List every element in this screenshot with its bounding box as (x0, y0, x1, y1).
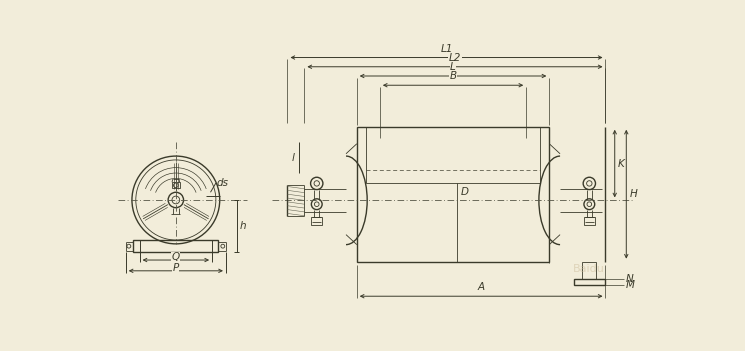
Bar (584, 217, 595, 225)
Text: Baidu: Baidu (572, 264, 604, 274)
Text: P: P (173, 263, 179, 273)
Bar (574, 278, 605, 285)
Text: Q: Q (172, 252, 180, 262)
Bar (357, 127, 549, 261)
Text: ds: ds (217, 178, 229, 188)
Text: L1: L1 (440, 44, 453, 54)
Text: H: H (630, 189, 637, 199)
Bar (583, 261, 596, 278)
Text: h: h (240, 221, 247, 231)
Text: K: K (618, 159, 624, 168)
Bar (133, 240, 218, 252)
Bar (172, 182, 180, 188)
Text: M: M (626, 280, 635, 290)
Text: D: D (460, 186, 469, 197)
Text: N: N (626, 273, 633, 284)
Bar (366, 127, 540, 184)
Text: L2: L2 (448, 53, 461, 63)
Text: A: A (478, 282, 485, 292)
Text: l: l (291, 153, 294, 163)
Bar (311, 217, 322, 225)
Text: B: B (449, 71, 457, 81)
Text: L: L (450, 62, 456, 72)
